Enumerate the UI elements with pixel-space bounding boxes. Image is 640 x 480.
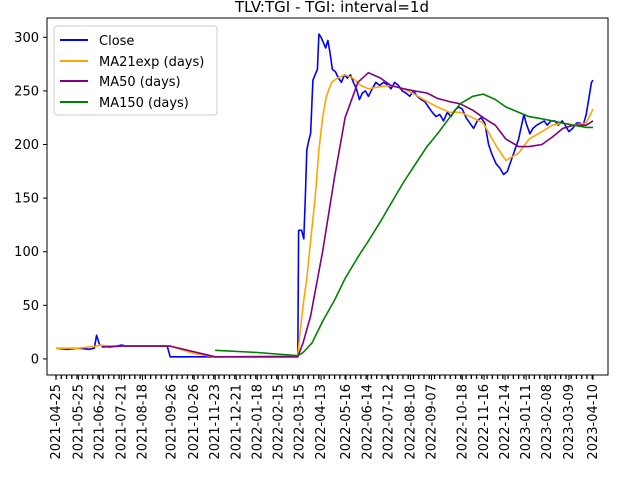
x-tick-label: 2022-03-15 [292, 384, 307, 460]
series-line-ma150 [215, 93, 593, 357]
legend: Close MA21exp (days) MA50 (days) MA150 (… [53, 25, 218, 116]
chart-title: TLV:TGI - TGI: interval=1d [234, 0, 429, 16]
legend-label-ma150: MA150 (days) [99, 96, 189, 111]
x-tick-label: 2022-12-14 [498, 384, 513, 460]
series-layer [55, 33, 594, 358]
x-tick-label: 2021-07-21 [114, 384, 129, 460]
x-tick-label: 2023-01-11 [519, 384, 534, 460]
y-tick-label: 250 [14, 84, 39, 99]
x-tick-label: 2023-03-09 [562, 384, 577, 460]
x-tick-label: 2021-12-21 [229, 384, 244, 460]
axes-layer: 0 50 100 150 200 250 300 2021-04-25 2021-05-25 20… [14, 17, 609, 460]
x-tick-label: 2022-01-18 [250, 384, 265, 460]
x-tick-label: 2021-04-25 [49, 384, 64, 460]
y-tick-label: 150 [14, 192, 39, 207]
x-tick-label: 2021-06-22 [93, 384, 108, 460]
x-tick-label: 2022-02-15 [271, 384, 286, 460]
y-tick-label: 200 [14, 138, 39, 153]
x-tick-label: 2021-09-26 [165, 384, 180, 460]
x-tick-label: 2021-05-25 [72, 384, 87, 460]
x-tick-label: 2023-04-10 [586, 384, 601, 460]
series-line-ma21exp [56, 74, 594, 358]
x-tick-label: 2022-08-10 [403, 384, 418, 460]
x-tick-label: 2022-04-13 [314, 384, 329, 460]
y-tick-label: 0 [31, 352, 39, 367]
x-tick-label: 2022-05-16 [339, 384, 354, 460]
x-tick-label: 2022-10-18 [455, 384, 470, 460]
y-tick-label: 50 [22, 299, 39, 314]
plot-frame [46, 17, 609, 376]
x-tick-label: 2022-09-07 [425, 384, 440, 460]
y-tick-label: 300 [14, 31, 39, 46]
x-tick-label: 2021-10-26 [187, 384, 202, 460]
x-tick-label: 2021-08-18 [135, 384, 150, 460]
x-tick-label: 2023-02-08 [540, 384, 555, 460]
x-tick-label: 2022-11-16 [477, 384, 492, 460]
series-line-ma50 [101, 71, 594, 358]
x-tick-label: 2022-07-12 [382, 384, 397, 460]
legend-label-ma21exp: MA21exp (days) [99, 55, 204, 70]
legend-frame [53, 25, 218, 116]
x-tick-label: 2022-06-14 [361, 384, 376, 460]
x-tick-label: 2021-11-23 [208, 384, 223, 460]
y-tick-label: 100 [14, 245, 39, 260]
legend-label-ma50: MA50 (days) [99, 75, 181, 90]
legend-label-close: Close [99, 34, 134, 49]
